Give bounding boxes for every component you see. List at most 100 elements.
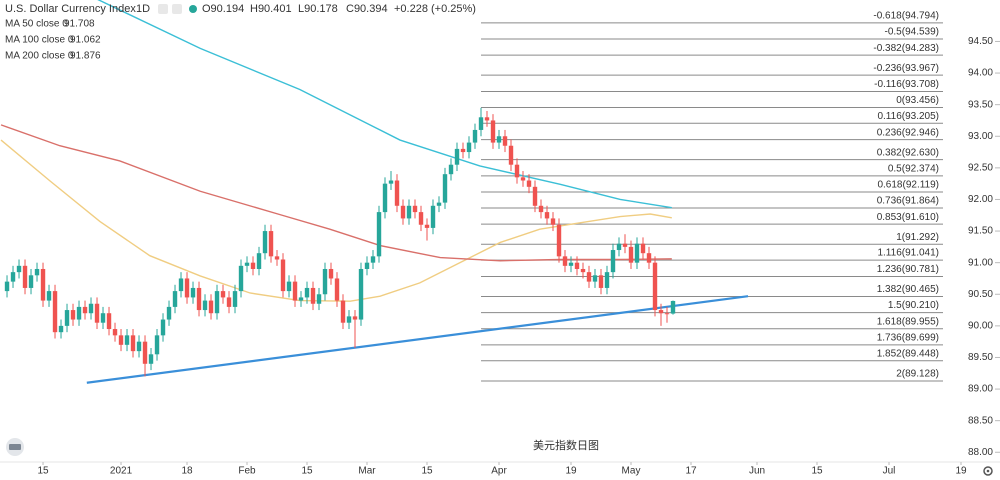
fib-level-label: 0.236(92.946) xyxy=(877,127,939,138)
tradingview-logo[interactable] xyxy=(6,438,24,456)
gear-hub xyxy=(986,469,990,473)
fib-level-label: 0(93.456) xyxy=(896,95,939,106)
y-tick-label: 92.00 xyxy=(968,194,993,205)
x-tick-label: 18 xyxy=(181,466,193,477)
candle-body xyxy=(262,231,268,254)
candle-body xyxy=(346,316,352,323)
indicator-value: 91.876 xyxy=(70,51,101,62)
indicator-name: MA 100 close 0 xyxy=(5,35,74,46)
candle-body xyxy=(16,265,22,273)
fib-level-label: 1.5(90.210) xyxy=(888,300,939,311)
candle-body xyxy=(142,341,148,364)
candle-body xyxy=(118,335,124,345)
candle-body xyxy=(40,268,46,301)
settings-gear[interactable] xyxy=(983,466,993,476)
candle-body xyxy=(334,278,340,301)
candle-body xyxy=(94,303,100,323)
candle-body xyxy=(22,265,28,288)
candle-body xyxy=(280,259,286,292)
candle-body xyxy=(604,272,610,288)
x-tick-label: Mar xyxy=(358,466,376,477)
candle-body xyxy=(274,256,280,260)
candle-body xyxy=(376,212,382,257)
candle-body xyxy=(586,272,592,282)
x-tick-label: Jul xyxy=(883,466,896,477)
x-tick-label: 15 xyxy=(421,466,433,477)
candle-body xyxy=(358,268,364,320)
icon[interactable] xyxy=(172,4,182,14)
candle-body xyxy=(454,148,460,165)
candle-body xyxy=(226,297,232,307)
candle-body xyxy=(52,291,58,333)
candle-body xyxy=(448,164,454,175)
candle-body xyxy=(88,303,94,314)
candle-body xyxy=(520,177,526,181)
fib-level-label: 0.382(92.630) xyxy=(877,147,939,158)
fib-level-label: 0.618(92.119) xyxy=(877,180,939,191)
candle-body xyxy=(4,281,10,292)
candle-body xyxy=(478,117,484,130)
trendline xyxy=(86,295,749,384)
candle-body xyxy=(388,180,394,184)
candle-body xyxy=(286,281,292,292)
candle-body xyxy=(232,291,238,307)
candle-body xyxy=(598,275,604,288)
y-tick-label: 93.50 xyxy=(968,99,993,110)
interval: 1D xyxy=(136,3,150,15)
candle-body xyxy=(556,224,562,257)
candle-body xyxy=(340,300,346,323)
moving-average-line xyxy=(0,124,672,262)
candle-body xyxy=(76,306,82,320)
fib-level-label: 0.116(93.205) xyxy=(877,111,939,122)
fib-level-label: 2(89.128) xyxy=(896,369,939,380)
candle-body xyxy=(64,310,70,326)
candle-body xyxy=(394,180,400,206)
candle-body xyxy=(214,291,220,314)
candle-body xyxy=(610,250,616,273)
candle-body xyxy=(508,145,514,165)
candle-body xyxy=(292,281,298,301)
candle-body xyxy=(130,335,136,352)
x-tick-label: Apr xyxy=(491,466,507,477)
fib-level-label: -0.5(94.539) xyxy=(885,27,939,38)
candle-body xyxy=(496,136,502,143)
candle-body xyxy=(418,212,424,225)
candle-body xyxy=(502,136,508,146)
candle-body xyxy=(310,287,316,304)
candle-body xyxy=(616,243,622,251)
indicator-value: 91.062 xyxy=(70,35,101,46)
candle-body xyxy=(466,142,472,153)
candle-body xyxy=(574,262,580,269)
candle-body xyxy=(442,174,448,203)
candle-body xyxy=(460,148,466,153)
candle-body xyxy=(208,300,214,314)
fib-level-label: 1.116(91.041) xyxy=(877,248,939,259)
fib-level-label: 1.382(90.465) xyxy=(877,284,939,295)
fib-level-label: 1.236(90.781) xyxy=(877,264,939,275)
quote-value: O90.194 xyxy=(202,3,244,15)
candle-body xyxy=(172,291,178,307)
indicator-name: MA 50 close 0 xyxy=(5,19,68,30)
x-tick-label: 15 xyxy=(37,466,49,477)
candle-body xyxy=(256,253,262,269)
x-tick-label: Jun xyxy=(749,466,765,477)
moving-average-line xyxy=(97,0,672,209)
candle-body xyxy=(328,268,334,279)
plot-area: -0.618(94.794) -0.5(94.539) -0.382(94.283)… xyxy=(0,0,944,384)
candle-body xyxy=(370,256,376,263)
y-tick-label: 91.00 xyxy=(968,257,993,268)
gear-ring xyxy=(983,466,993,476)
y-tick-label: 90.00 xyxy=(968,321,993,332)
fib-level-label: 0.5(92.374) xyxy=(888,163,939,174)
x-tick-label: 19 xyxy=(955,466,967,477)
candle-body xyxy=(124,335,130,345)
candle-body xyxy=(202,300,208,311)
candle-body xyxy=(190,287,196,298)
candle-body xyxy=(652,262,658,311)
x-tick-label: 15 xyxy=(301,466,313,477)
icon[interactable] xyxy=(158,4,168,14)
candle-body xyxy=(490,120,496,143)
candle-body xyxy=(34,268,40,276)
candle-body xyxy=(538,205,544,213)
